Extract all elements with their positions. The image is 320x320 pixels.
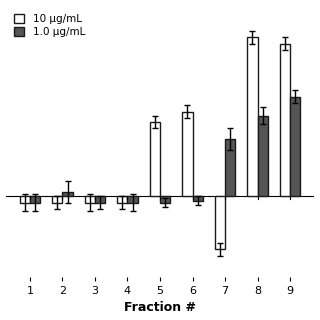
Bar (258, 116, 268, 196)
Legend: 10 μg/mL, 1.0 μg/mL: 10 μg/mL, 1.0 μg/mL (11, 11, 88, 40)
Bar (62, 192, 73, 196)
Bar (52, 196, 62, 203)
Bar (225, 139, 236, 196)
Bar (193, 196, 203, 201)
Bar (182, 112, 193, 196)
Bar (30, 196, 40, 203)
Bar (84, 196, 95, 203)
Bar (95, 196, 105, 203)
X-axis label: Fraction #: Fraction # (124, 301, 196, 315)
Bar (280, 44, 290, 196)
Bar (127, 196, 138, 203)
Bar (247, 37, 258, 196)
Bar (149, 122, 160, 196)
Bar (20, 196, 30, 203)
Bar (160, 196, 171, 203)
Bar (290, 97, 300, 196)
Bar (215, 196, 225, 249)
Bar (117, 196, 127, 203)
